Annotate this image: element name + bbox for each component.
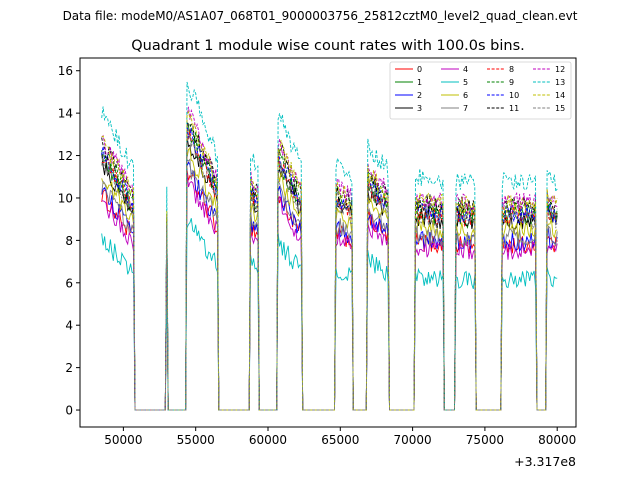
x-tick-label: 60000 — [249, 433, 287, 447]
legend-label: 3 — [417, 104, 422, 113]
legend-label: 13 — [555, 78, 565, 87]
legend-label: 2 — [417, 91, 422, 100]
legend-label: 12 — [555, 65, 565, 74]
legend-label: 4 — [463, 65, 468, 74]
y-tick-label: 10 — [58, 191, 73, 205]
y-tick-label: 0 — [65, 404, 73, 418]
y-tick-label: 4 — [65, 319, 73, 333]
x-tick-label: 65000 — [321, 433, 359, 447]
x-tick-label: 50000 — [104, 433, 142, 447]
legend-label: 8 — [509, 65, 514, 74]
chart-title: Quadrant 1 module wise count rates with … — [131, 38, 525, 54]
x-tick-label: 75000 — [466, 433, 504, 447]
legend-label: 5 — [463, 78, 468, 87]
y-tick-label: 8 — [65, 234, 73, 248]
legend-label: 15 — [555, 104, 565, 113]
legend-label: 6 — [463, 91, 468, 100]
plot-area — [80, 58, 576, 427]
y-tick-label: 2 — [65, 361, 73, 375]
x-tick-label: 70000 — [394, 433, 432, 447]
plot-frame — [79, 57, 577, 428]
legend-label: 9 — [509, 78, 514, 87]
x-offset-label: +3.317e8 — [514, 454, 576, 469]
y-tick-label: 12 — [58, 149, 73, 163]
legend-label: 14 — [555, 91, 565, 100]
x-tick-label: 55000 — [177, 433, 215, 447]
data-file-suptitle: Data file: modeM0/AS1A07_068T01_90000037… — [63, 9, 578, 23]
legend-label: 10 — [509, 91, 519, 100]
x-tick-label: 80000 — [538, 433, 576, 447]
legend-label: 0 — [417, 65, 422, 74]
y-tick-label: 6 — [65, 276, 73, 290]
legend-label: 7 — [463, 104, 468, 113]
y-tick-label: 14 — [58, 107, 73, 121]
series-layer — [101, 81, 558, 411]
legend-frame — [389, 61, 572, 120]
legend-label: 1 — [417, 78, 422, 87]
series-line-module-14 — [101, 110, 558, 411]
y-tick-label: 16 — [58, 64, 73, 78]
legend-label: 11 — [509, 104, 519, 113]
axis-layer: 50000 55000 60000 65000 70000 75000 80000 0 2 4 6 8… — [58, 64, 577, 447]
